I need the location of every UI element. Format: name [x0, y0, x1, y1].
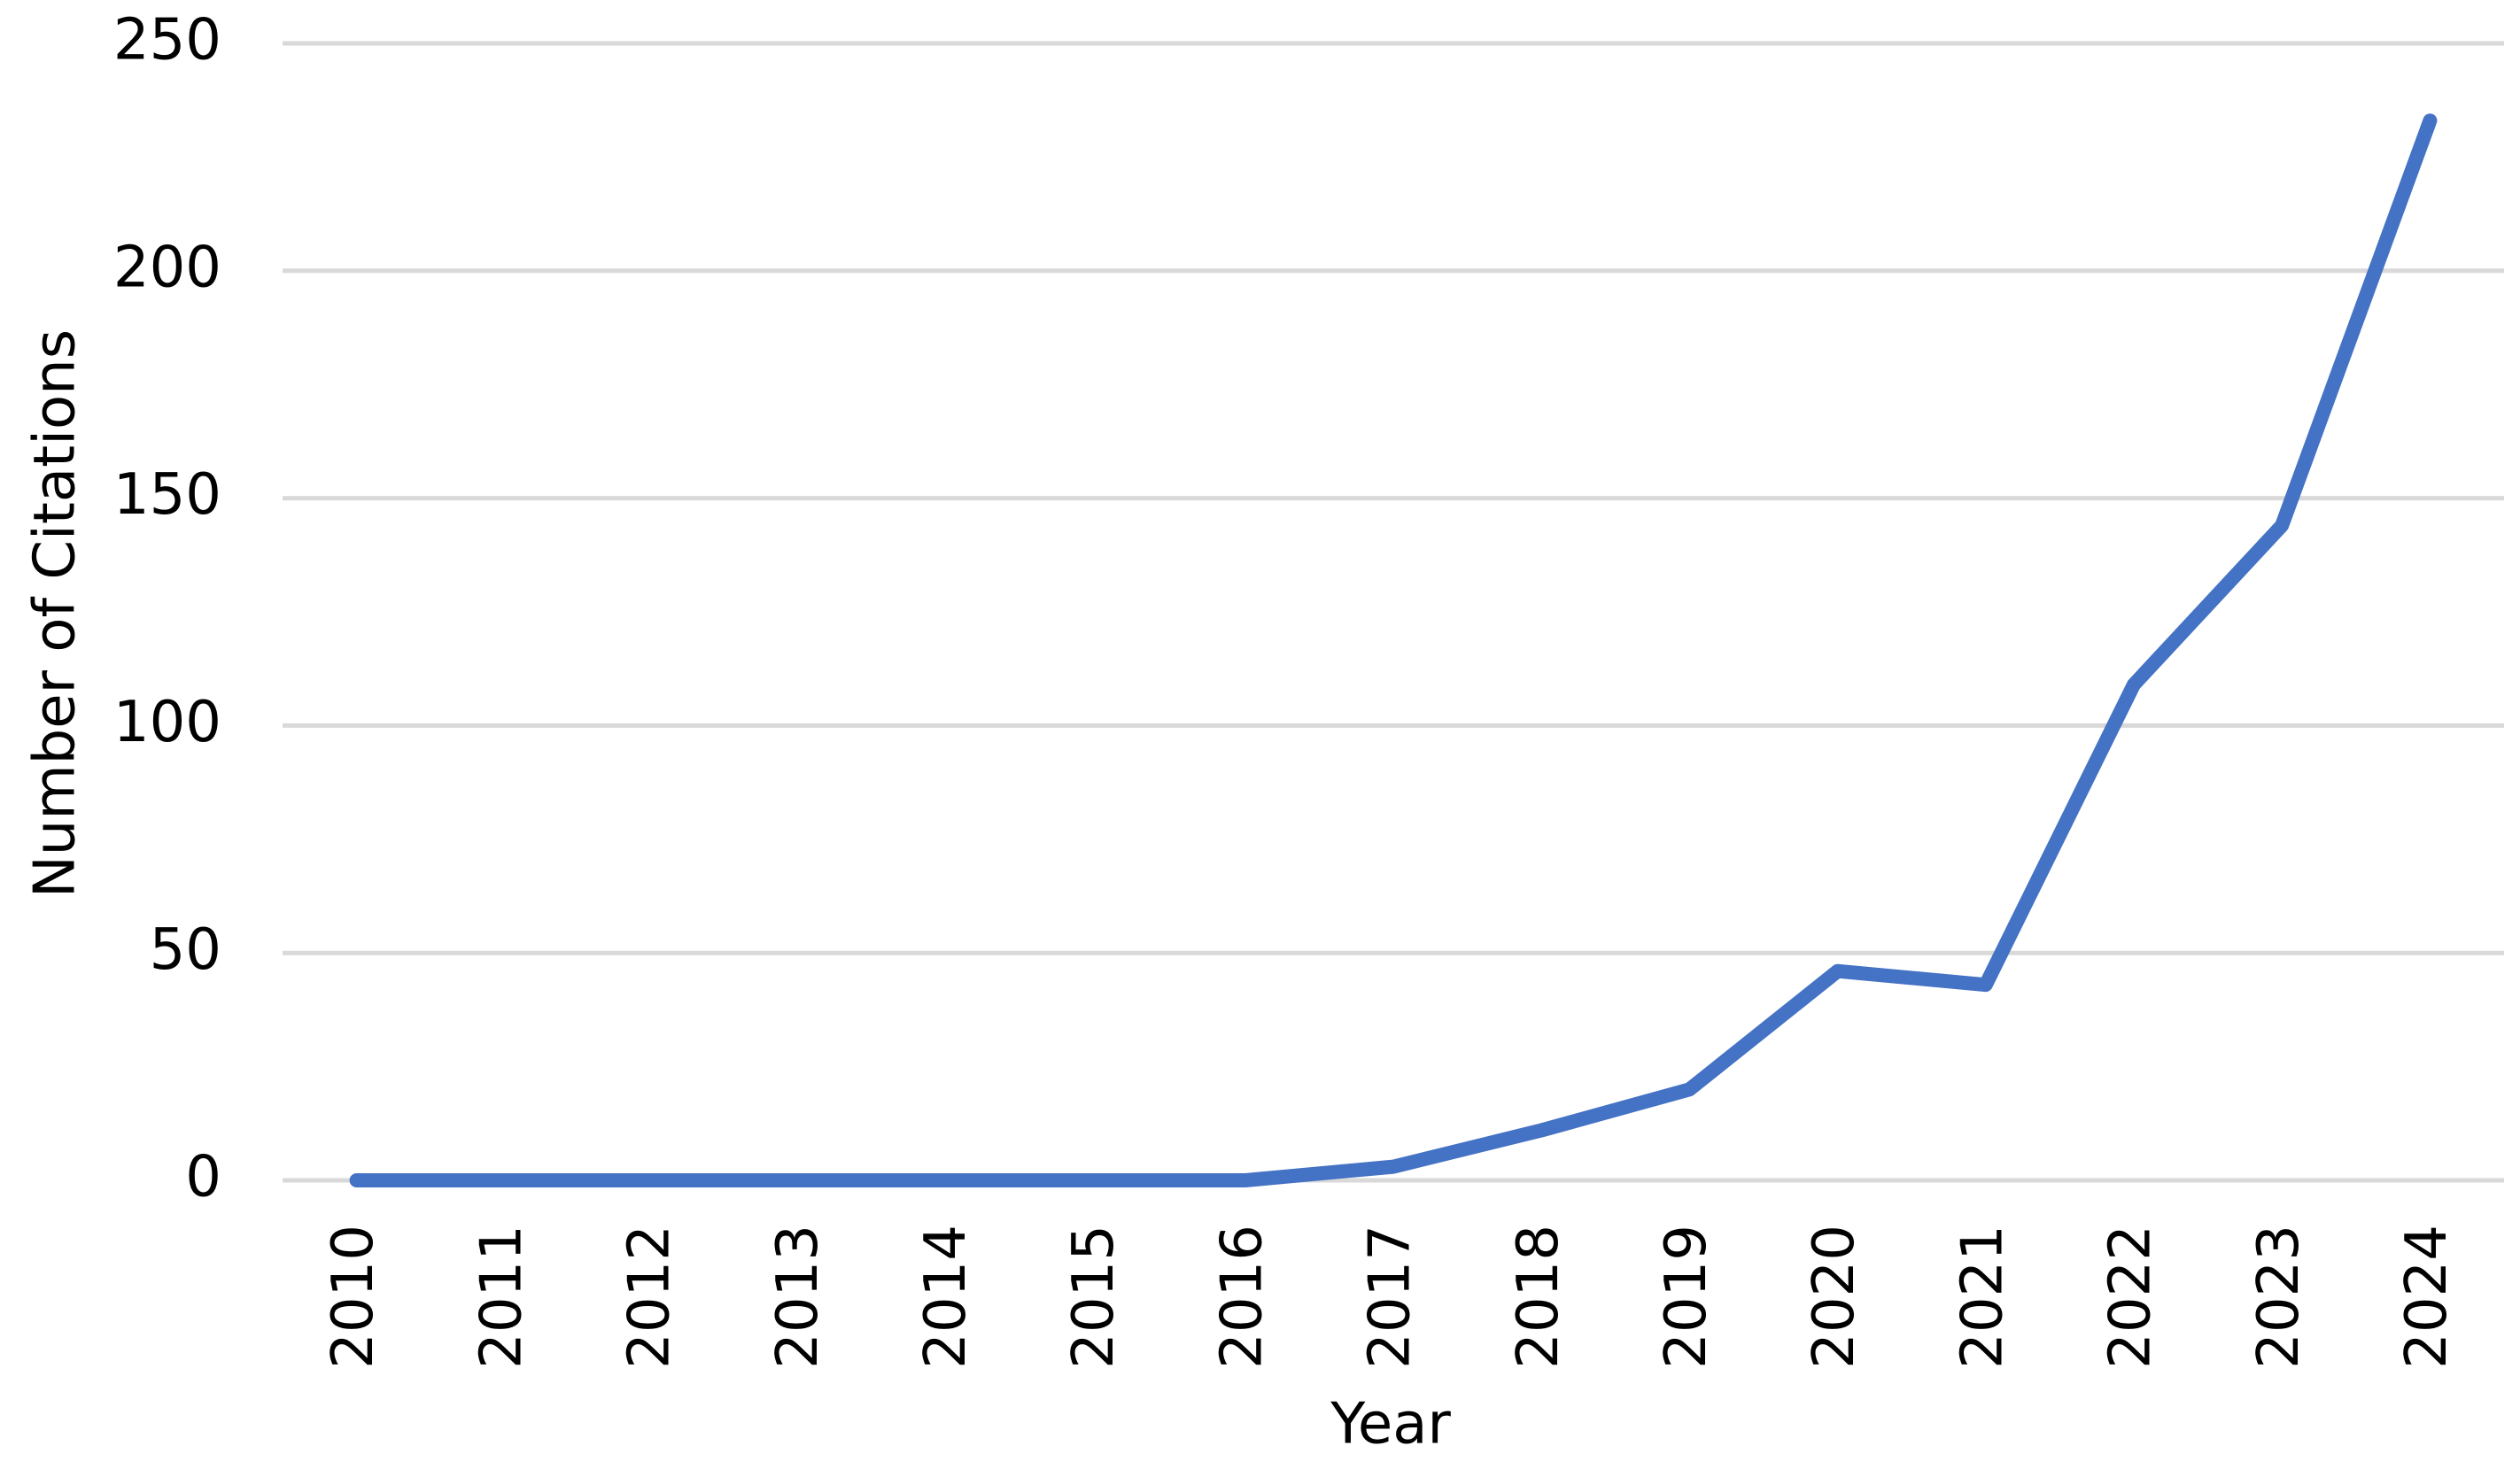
x-axis-title: Year — [1330, 1392, 1451, 1457]
x-tick-label: 2018 — [1506, 1225, 1571, 1369]
y-tick-label: 100 — [113, 690, 221, 755]
x-tick-label: 2017 — [1358, 1225, 1423, 1369]
x-tick-label: 2016 — [1209, 1225, 1275, 1369]
y-tick-label: 0 — [185, 1145, 221, 1210]
line-series — [349, 113, 2438, 1187]
y-tick-label: 150 — [113, 462, 221, 528]
y-tick-label: 200 — [113, 235, 221, 300]
x-tick-label: 2013 — [765, 1225, 831, 1369]
x-tick-label: 2020 — [1802, 1225, 1867, 1369]
y-tick-label: 50 — [150, 917, 221, 983]
x-tick-label: 2023 — [2246, 1225, 2312, 1369]
x-tick-label: 2019 — [1654, 1225, 1719, 1369]
x-tick-label: 2022 — [2098, 1225, 2164, 1369]
x-tick-label: 2014 — [913, 1225, 979, 1369]
y-tick-label: 250 — [113, 8, 221, 73]
x-tick-label: 2011 — [469, 1225, 534, 1369]
x-tick-label: 2010 — [321, 1225, 386, 1369]
x-tick-label: 2024 — [2394, 1225, 2460, 1369]
y-axis-title: Number of Citations — [23, 329, 89, 898]
x-tick-label: 2015 — [1061, 1225, 1127, 1369]
x-tick-label: 2021 — [1950, 1225, 2015, 1369]
x-tick-label: 2012 — [617, 1225, 683, 1369]
